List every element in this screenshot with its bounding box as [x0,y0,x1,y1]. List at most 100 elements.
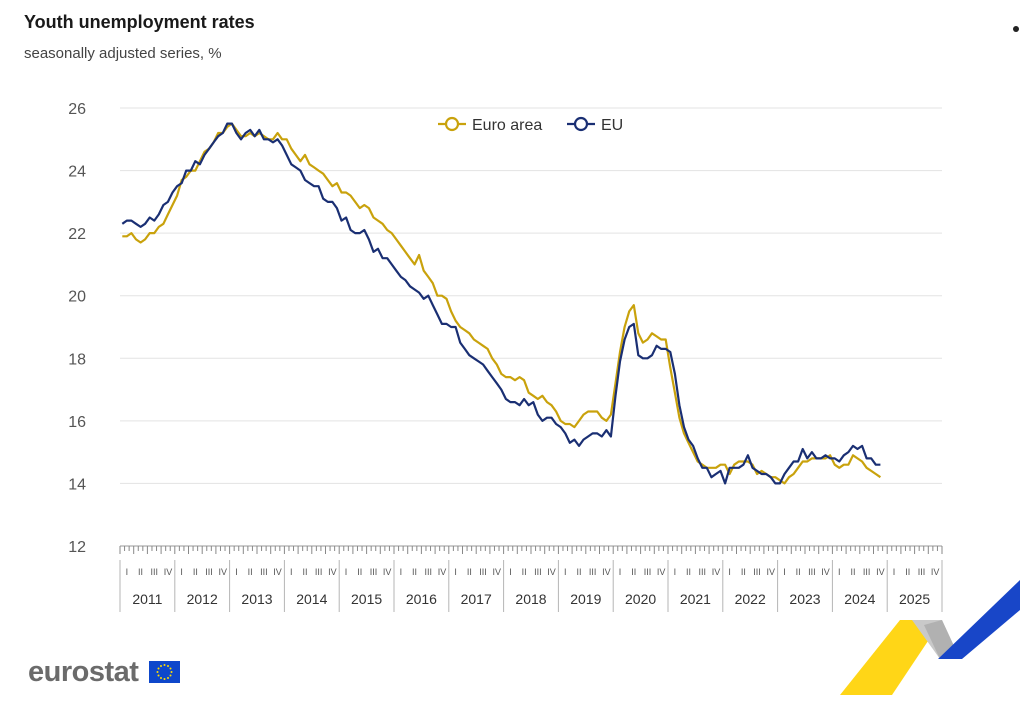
quarter-tick-label: I [564,567,567,577]
year-tick-label: 2014 [296,591,327,607]
eurostat-logo: eurostat [28,656,139,688]
year-tick-label: 2023 [789,591,820,607]
quarter-tick-label: IV [766,567,775,577]
quarter-tick-label: IV [438,567,447,577]
quarter-tick-label: IV [218,567,227,577]
year-tick-label: 2024 [844,591,875,607]
quarter-tick-label: III [260,567,268,577]
quarter-tick-label: III [424,567,432,577]
quarter-tick-label: III [698,567,706,577]
quarter-tick-label: III [918,567,926,577]
quarter-tick-label: IV [383,567,392,577]
quarter-tick-label: II [193,567,198,577]
quarter-tick-label: II [138,567,143,577]
year-tick-label: 2021 [680,591,711,607]
quarter-tick-label: IV [602,567,611,577]
quarter-tick-label: II [796,567,801,577]
quarter-tick-label: II [522,567,527,577]
quarter-tick-label: I [893,567,896,577]
quarter-tick-label: I [345,567,348,577]
year-tick-label: 2025 [899,591,930,607]
quarter-tick-label: III [863,567,871,577]
quarter-tick-label: II [576,567,581,577]
grid-lines [120,107,942,484]
quarter-tick-label: IV [712,567,721,577]
quarter-tick-label: I [674,567,677,577]
quarter-tick-label: I [235,567,238,577]
legend-item-eu[interactable]: EU [567,116,623,134]
quarter-tick-label: I [180,567,183,577]
quarter-tick-label: II [467,567,472,577]
eu-flag-icon [149,661,180,683]
year-tick-label: 2011 [132,591,162,607]
quarter-tick-label: I [619,567,622,577]
legend-item-euro-area[interactable]: Euro area [438,116,542,134]
quarter-tick-label: I [728,567,731,577]
y-tick-label: 24 [68,164,86,181]
y-tick-label: 20 [68,289,86,306]
quarter-tick-label: II [357,567,362,577]
quarter-tick-label: II [412,567,417,577]
quarter-tick-label: II [741,567,746,577]
quarter-tick-label: III [534,567,542,577]
legend-marker-icon [573,116,589,132]
quarter-tick-label: IV [876,567,885,577]
year-tick-label: 2020 [625,591,656,607]
series-line-euro-area[interactable] [122,122,882,485]
quarter-tick-label: III [479,567,487,577]
quarter-tick-label: IV [328,567,337,577]
y-tick-label: 22 [68,226,86,243]
year-tick-label: 2018 [515,591,546,607]
chart-title: Youth unemployment rates [24,12,255,32]
quarter-tick-label: III [808,567,816,577]
quarter-tick-label: IV [547,567,556,577]
year-tick-label: 2012 [187,591,218,607]
quarter-tick-label: I [126,567,129,577]
year-tick-label: 2017 [461,591,492,607]
quarter-tick-label: I [509,567,512,577]
quarter-tick-label: I [783,567,786,577]
quarter-tick-label: IV [821,567,830,577]
chart-subtitle: seasonally adjusted series, % [24,45,222,62]
legend-marker-icon [444,116,460,132]
chart-menu-button[interactable] [1013,26,1019,32]
legend[interactable]: Euro area EU [438,116,623,134]
y-tick-label: 14 [68,476,86,493]
quarter-tick-label: I [400,567,403,577]
series-lines [121,122,882,485]
quarter-tick-label: IV [931,567,940,577]
quarter-tick-label: II [686,567,691,577]
y-tick-label: 18 [68,351,86,368]
quarter-tick-label: IV [657,567,666,577]
series-line-eu[interactable] [121,122,881,485]
quarter-tick-label: I [454,567,457,577]
quarter-tick-label: III [644,567,652,577]
quarter-tick-label: I [838,567,841,577]
quarter-tick-label: III [315,567,323,577]
y-tick-label: 12 [68,539,86,556]
quarter-tick-label: IV [273,567,282,577]
eurostat-ribbon-logo [840,580,1020,695]
quarter-tick-label: IV [164,567,173,577]
quarter-tick-label: II [248,567,253,577]
year-tick-label: 2015 [351,591,382,607]
year-tick-label: 2013 [241,591,272,607]
year-tick-label: 2019 [570,591,601,607]
quarter-tick-label: III [150,567,158,577]
quarter-tick-label: II [905,567,910,577]
year-tick-label: 2022 [735,591,766,607]
year-tick-label: 2016 [406,591,437,607]
quarter-tick-label: III [370,567,378,577]
y-tick-label: 16 [68,414,86,431]
y-tick-label: 26 [68,101,86,118]
legend-label: EU [601,117,623,134]
quarter-tick-label: III [205,567,213,577]
quarter-tick-label: II [302,567,307,577]
quarter-tick-label: II [850,567,855,577]
quarter-tick-label: II [631,567,636,577]
quarter-tick-label: III [753,567,761,577]
legend-label: Euro area [472,117,542,134]
quarter-tick-label: IV [492,567,501,577]
quarter-tick-label: III [589,567,597,577]
